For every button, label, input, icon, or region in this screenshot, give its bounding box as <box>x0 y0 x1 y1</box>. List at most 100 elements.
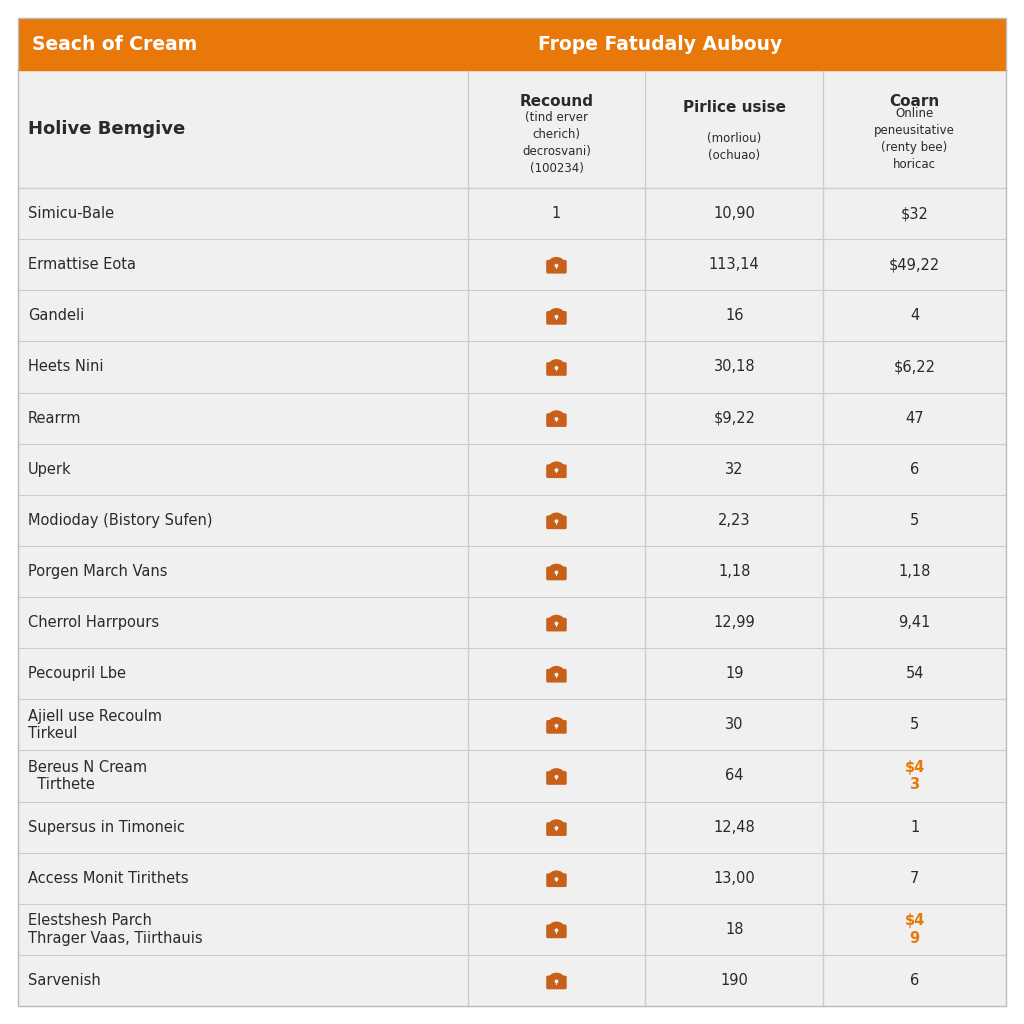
Text: 1,18: 1,18 <box>718 564 751 579</box>
Bar <box>18 443 1006 495</box>
Text: 30,18: 30,18 <box>714 359 755 375</box>
Text: 13,00: 13,00 <box>714 870 755 886</box>
FancyBboxPatch shape <box>546 873 566 887</box>
Bar <box>18 904 1006 954</box>
Text: Pecoupril Lbe: Pecoupril Lbe <box>28 667 126 681</box>
Circle shape <box>555 519 558 523</box>
Circle shape <box>555 929 558 932</box>
Text: 12,99: 12,99 <box>714 615 755 630</box>
Bar <box>556 828 557 831</box>
Text: Holive Bemgive: Holive Bemgive <box>28 120 185 138</box>
Circle shape <box>555 826 558 830</box>
FancyBboxPatch shape <box>546 822 566 836</box>
Text: Gandeli: Gandeli <box>28 308 84 324</box>
Text: 16: 16 <box>725 308 743 324</box>
FancyBboxPatch shape <box>546 362 566 376</box>
Text: Seach of Cream: Seach of Cream <box>32 35 198 53</box>
Bar <box>18 648 1006 699</box>
Text: Simicu-Bale: Simicu-Bale <box>28 206 114 221</box>
Bar <box>556 420 557 422</box>
Text: 5: 5 <box>910 718 920 732</box>
Bar <box>18 853 1006 904</box>
Text: 190: 190 <box>720 973 749 988</box>
Text: Frope Fatudaly Aubouy: Frope Fatudaly Aubouy <box>538 35 782 53</box>
Text: $9,22: $9,22 <box>714 411 756 426</box>
FancyBboxPatch shape <box>546 566 566 581</box>
Bar <box>556 777 557 780</box>
Text: 1: 1 <box>910 819 920 835</box>
Text: Ajiell use Recoulm
Tirkeul: Ajiell use Recoulm Tirkeul <box>28 709 162 741</box>
FancyBboxPatch shape <box>546 976 566 989</box>
Text: Uperk: Uperk <box>28 462 72 477</box>
Bar <box>556 931 557 934</box>
FancyBboxPatch shape <box>546 925 566 938</box>
FancyBboxPatch shape <box>546 465 566 478</box>
Text: 1: 1 <box>552 206 561 221</box>
Text: 54: 54 <box>905 667 924 681</box>
Text: 113,14: 113,14 <box>709 257 760 272</box>
Text: Supersus in Timoneic: Supersus in Timoneic <box>28 819 185 835</box>
Bar <box>18 341 1006 392</box>
Circle shape <box>555 264 558 267</box>
Text: Porgen March Vans: Porgen March Vans <box>28 564 168 579</box>
Text: Ermattise Eota: Ermattise Eota <box>28 257 136 272</box>
Text: 6: 6 <box>910 462 920 477</box>
Text: Heets Nini: Heets Nini <box>28 359 103 375</box>
FancyBboxPatch shape <box>546 771 566 784</box>
Circle shape <box>555 980 558 983</box>
Bar <box>18 240 1006 290</box>
Text: 10,90: 10,90 <box>714 206 756 221</box>
Bar <box>18 954 1006 1006</box>
Bar <box>18 290 1006 341</box>
Bar <box>556 317 557 321</box>
Text: $49,22: $49,22 <box>889 257 940 272</box>
Bar <box>18 699 1006 751</box>
Circle shape <box>555 417 558 421</box>
Bar <box>18 495 1006 546</box>
Text: $4
3: $4 3 <box>904 760 925 793</box>
Bar <box>18 546 1006 597</box>
Bar <box>18 751 1006 802</box>
FancyBboxPatch shape <box>546 414 566 427</box>
FancyBboxPatch shape <box>546 311 566 325</box>
Circle shape <box>555 724 558 728</box>
Bar <box>556 266 557 269</box>
Bar <box>556 675 557 678</box>
Text: Online
peneusitative
(renty bee)
horicac: Online peneusitative (renty bee) horicac <box>874 106 955 171</box>
Bar <box>18 18 1006 70</box>
Text: (morliou)
(ochuao): (morliou) (ochuao) <box>708 132 762 162</box>
FancyBboxPatch shape <box>546 669 566 683</box>
Circle shape <box>555 622 558 626</box>
Text: Bereus N Cream
  Tirthete: Bereus N Cream Tirthete <box>28 760 147 793</box>
Text: Coarn: Coarn <box>890 93 940 109</box>
Circle shape <box>555 775 558 779</box>
Circle shape <box>555 673 558 677</box>
Bar <box>556 573 557 575</box>
FancyBboxPatch shape <box>546 260 566 273</box>
Text: 9,41: 9,41 <box>898 615 931 630</box>
Text: (tind erver
cherich)
decrosvani)
(100234): (tind erver cherich) decrosvani) (100234… <box>522 111 591 175</box>
Text: 4: 4 <box>910 308 920 324</box>
Text: 7: 7 <box>910 870 920 886</box>
FancyBboxPatch shape <box>546 515 566 529</box>
Text: 19: 19 <box>725 667 743 681</box>
Circle shape <box>555 468 558 472</box>
FancyBboxPatch shape <box>546 720 566 733</box>
Circle shape <box>555 366 558 370</box>
Text: Modioday (Bistory Sufen): Modioday (Bistory Sufen) <box>28 513 213 527</box>
Text: Pirlice usise: Pirlice usise <box>683 99 785 115</box>
Text: $32: $32 <box>901 206 929 221</box>
Bar <box>18 188 1006 240</box>
Text: 6: 6 <box>910 973 920 988</box>
Bar <box>556 522 557 524</box>
Text: Rearrm: Rearrm <box>28 411 82 426</box>
Text: 5: 5 <box>910 513 920 527</box>
Text: 12,48: 12,48 <box>714 819 755 835</box>
Bar <box>18 802 1006 853</box>
Circle shape <box>555 570 558 574</box>
Circle shape <box>555 878 558 881</box>
Text: Elestshesh Parch
Thrager Vaas, Tiirthauis: Elestshesh Parch Thrager Vaas, Tiirthaui… <box>28 913 203 945</box>
Text: 47: 47 <box>905 411 924 426</box>
Text: Recound: Recound <box>519 93 594 109</box>
Text: 32: 32 <box>725 462 743 477</box>
